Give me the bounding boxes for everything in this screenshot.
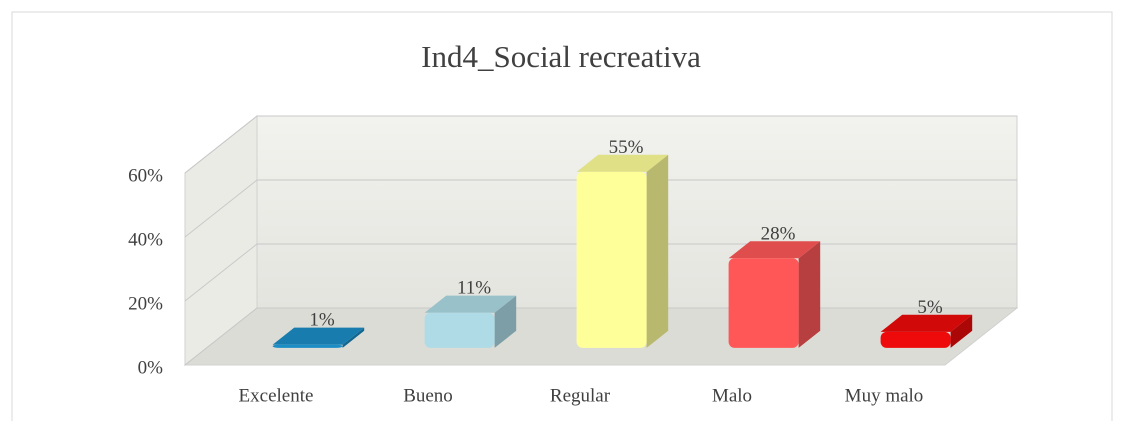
- bar: [576, 171, 647, 348]
- bar-side: [950, 314, 973, 348]
- bar-top: [576, 154, 669, 172]
- y-tick-label: 20%: [128, 293, 163, 314]
- grid-line: [184, 179, 1017, 238]
- x-tick-label: Muy malo: [845, 385, 924, 406]
- bar-top: [728, 241, 821, 259]
- data-label: 5%: [917, 297, 943, 318]
- x-tick-label: Bueno: [403, 385, 453, 406]
- bar-side: [646, 154, 669, 348]
- y-tick-label: 60%: [128, 165, 163, 186]
- data-label: 55%: [609, 137, 644, 158]
- x-tick-label: Excelente: [239, 385, 314, 406]
- data-label: 11%: [457, 278, 491, 299]
- bar: [880, 331, 951, 348]
- bar-side: [494, 295, 517, 348]
- chart-title: Ind4_Social recreativa: [421, 39, 701, 74]
- data-label: 1%: [309, 310, 335, 331]
- y-tick-label: 0%: [138, 357, 164, 378]
- bar: [728, 258, 799, 348]
- x-tick-label: Malo: [712, 385, 752, 406]
- bar-top: [880, 314, 973, 332]
- y-tick-label: 40%: [128, 229, 163, 250]
- bar: [424, 312, 495, 348]
- bar-top: [272, 327, 365, 345]
- bar-side: [342, 327, 365, 348]
- chart-border: [11, 11, 1113, 421]
- bar-top: [424, 295, 517, 313]
- x-tick-label: Regular: [550, 385, 611, 406]
- data-label: 28%: [761, 223, 796, 244]
- bar: [272, 344, 343, 348]
- bar-side: [798, 241, 821, 348]
- grid-line: [184, 115, 1017, 174]
